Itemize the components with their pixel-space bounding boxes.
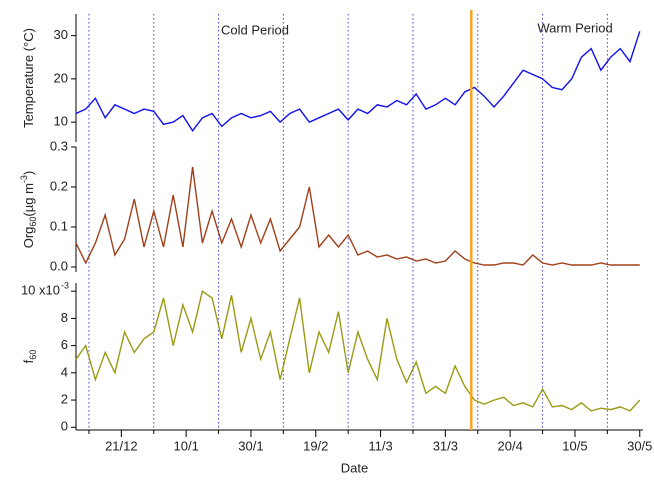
x-tick-label: 30/5 [627,438,652,453]
x-tick-label: 10/1 [174,438,199,453]
x-tick-label: 19/2 [303,438,328,453]
x-tick-label: 20/4 [498,438,523,453]
y-tick-label: 10 x10 [21,283,60,298]
y-tick-label: 4 [61,364,68,379]
y-tick-label: 2 [61,391,68,406]
y-tick-label: 0.3 [50,138,68,153]
annotation: Cold Period [221,22,289,37]
y-axis-label-part: Org [21,227,36,249]
y-axis-label-part: f [21,359,36,363]
y-axis-label: f60 [21,350,38,364]
x-tick-label: 21/12 [105,438,138,453]
x-tick-label: 31/3 [433,438,458,453]
y-tick-label: 0.1 [50,218,68,233]
y-tick-label: 20 [54,70,68,85]
x-tick-label: 10/5 [562,438,587,453]
y-axis-label-part: Temperature (°C) [21,28,36,128]
y-tick-label: 30 [54,27,68,42]
data-line [75,31,641,133]
y-axis-label-part: 60 [28,217,38,227]
y-tick-label: 10 [54,114,68,129]
y-tick-label: 0 [61,419,68,434]
data-line [75,166,640,266]
y-tick-label: 6 [61,337,68,352]
y-axis-label: Temperature (°C) [21,28,36,128]
y-axis-label-part: -3 [19,175,29,183]
x-tick-label: 30/1 [238,438,263,453]
y-axis-label-part: (µg m [21,183,36,217]
data-line [75,290,641,412]
y-axis-label-part: 60 [28,350,38,360]
y-tick-label: 8 [61,310,68,325]
y-tick-label: 0.0 [50,258,68,273]
x-tick-label: 11/3 [368,438,392,453]
annotation: Warm Period [537,20,612,35]
y-tick-exponent: -3 [61,281,69,291]
y-tick-label: 0.2 [50,178,68,193]
y-axis-label: Org60(µg m-3) [19,171,38,249]
x-axis-label: Date [341,460,368,475]
y-axis-label-part: ) [21,171,36,175]
